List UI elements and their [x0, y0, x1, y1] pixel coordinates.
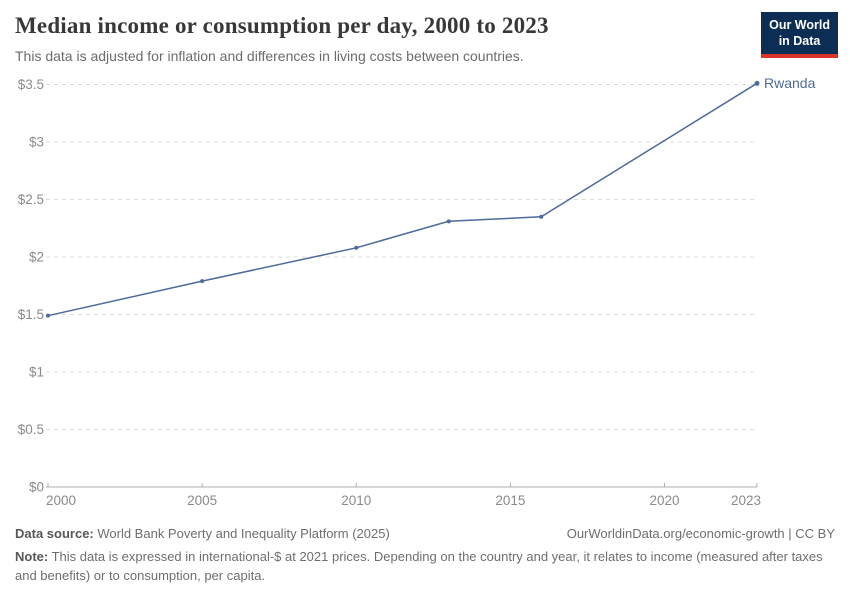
page-title: Median income or consumption per day, 20… [15, 13, 549, 38]
chart-area: $0 $0.5 $1 $1.5 $2 $2.5 $3 $3.5 2000 2005 2010 2015… [0, 72, 850, 522]
owid-logo[interactable]: Our World in Data [761, 12, 838, 58]
svg-text:$3: $3 [29, 135, 44, 150]
credit-link[interactable]: OurWorldinData.org/economic-growth | CC … [566, 526, 835, 541]
chart-header: Median income or consumption per day, 20… [0, 0, 850, 64]
data-source-text: World Bank Poverty and Inequality Platfo… [93, 526, 390, 541]
svg-text:2000: 2000 [46, 493, 76, 508]
note-text: This data is expressed in international-… [15, 548, 823, 584]
svg-text:$1: $1 [29, 365, 44, 380]
line-chart: $0 $0.5 $1 $1.5 $2 $2.5 $3 $3.5 2000 2005 2010 2015… [18, 75, 816, 508]
note-label: Note: [15, 548, 49, 564]
svg-text:2010: 2010 [341, 493, 371, 508]
chart-subtitle: This data is adjusted for inflation and … [15, 48, 524, 64]
svg-text:2005: 2005 [187, 493, 217, 508]
svg-text:$2: $2 [29, 250, 44, 265]
owid-logo-line2: in Data [778, 34, 821, 49]
svg-text:$1.5: $1.5 [18, 307, 44, 322]
svg-text:$0.5: $0.5 [18, 422, 44, 437]
footer-note: Note: This data is expressed in internat… [15, 547, 835, 586]
svg-text:2020: 2020 [649, 493, 679, 508]
svg-text:2023: 2023 [731, 493, 761, 508]
data-source: Data source: World Bank Poverty and Ineq… [15, 524, 390, 544]
chart-footer: Data source: World Bank Poverty and Ineq… [0, 522, 850, 586]
svg-text:$0: $0 [29, 480, 44, 495]
owid-logo-line1: Our World [769, 18, 830, 32]
svg-text:2015: 2015 [495, 493, 525, 508]
data-source-label: Data source: [15, 526, 94, 541]
svg-text:Rwanda: Rwanda [764, 75, 816, 91]
svg-text:$2.5: $2.5 [18, 192, 44, 207]
svg-text:$3.5: $3.5 [18, 77, 44, 92]
